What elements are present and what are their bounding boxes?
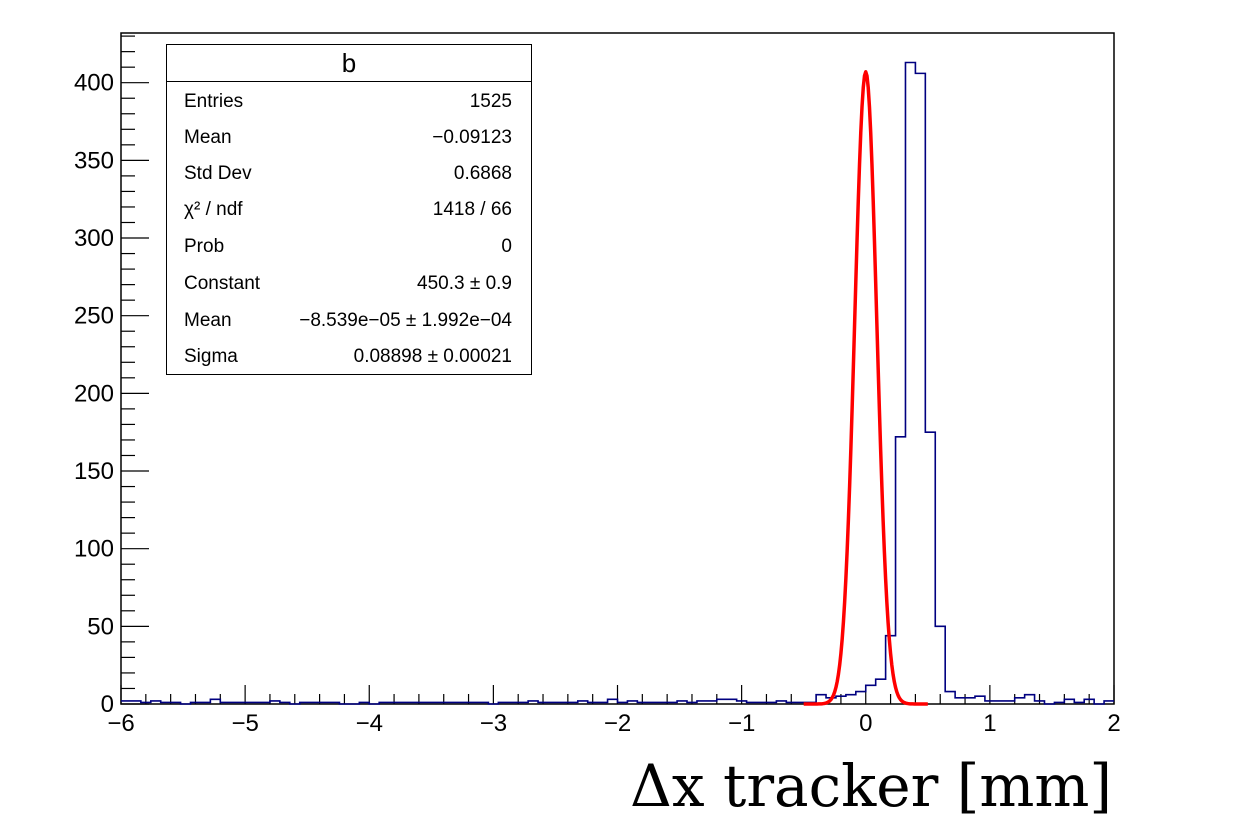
y-tick-label: 400 [74, 70, 114, 97]
stats-row-label: χ² / ndf [184, 199, 243, 220]
stats-box-title: b [167, 45, 531, 82]
stats-row-value: 0.08898 ± 0.00021 [353, 346, 512, 367]
stats-row: Prob 0 [184, 229, 512, 265]
stats-box: b Entries 1525 Mean −0.09123 Std Dev 0.6868 χ²… [166, 44, 532, 375]
stats-row-value: 0.6868 [453, 163, 512, 184]
y-tick-label: 0 [101, 691, 114, 718]
y-tick-labels: 0 50 100 150 200 250 300 350 400 [74, 70, 114, 718]
y-tick-label: 200 [74, 380, 114, 407]
y-tick-label: 350 [74, 147, 114, 174]
stats-row-value: 450.3 ± 0.9 [417, 273, 512, 294]
x-tick-label: −4 [356, 710, 383, 737]
stats-row-label: Constant [184, 273, 261, 294]
y-tick-label: 300 [74, 225, 114, 252]
stats-row: χ² / ndf 1418 / 66 [184, 192, 512, 228]
histogram-series [121, 61, 1114, 705]
x-tick-label: −3 [480, 710, 507, 737]
stats-row: Mean −0.09123 [184, 120, 512, 156]
stats-row: Sigma 0.08898 ± 0.00021 [184, 339, 512, 375]
stats-row-value: 1418 / 66 [432, 199, 512, 220]
stats-row: Std Dev 0.6868 [184, 156, 512, 192]
stats-row-value: 1525 [469, 91, 512, 112]
y-tick-label: 100 [74, 536, 114, 563]
stats-row-label: Sigma [184, 346, 238, 367]
fit-curve-group [803, 70, 929, 706]
y-tick-label: 50 [87, 613, 114, 640]
x-tick-label: 1 [983, 710, 996, 737]
stats-row-label: Mean [184, 310, 232, 331]
x-tick-label: −2 [604, 710, 631, 737]
x-tick-label: −6 [107, 710, 134, 737]
stats-row-label: Entries [184, 91, 244, 112]
stats-row-value: −8.539e−05 ± 1.992e−04 [299, 310, 512, 331]
stats-row-value: −0.09123 [432, 127, 512, 148]
stats-row: Mean −8.539e−05 ± 1.992e−04 [184, 303, 512, 339]
stats-row-value: 0 [501, 236, 512, 257]
stats-row: Entries 1525 [184, 84, 512, 120]
y-tick-label: 250 [74, 303, 114, 330]
stats-row-label: Std Dev [184, 163, 252, 184]
x-tick-label: −5 [231, 710, 258, 737]
x-tick-label: 0 [859, 710, 872, 737]
gaussian-fit-curve [803, 70, 929, 706]
x-axis-title: Δx tracker [mm] [630, 752, 1112, 820]
x-tick-label: 2 [1107, 710, 1120, 737]
stats-row: Constant 450.3 ± 0.9 [184, 266, 512, 302]
histogram-steps [121, 61, 1114, 705]
y-tick-label: 150 [74, 458, 114, 485]
x-tick-labels: −6 −5 −4 −3 −2 −1 0 1 2 [107, 710, 1120, 737]
x-tick-label: −1 [728, 710, 755, 737]
stats-row-label: Mean [184, 127, 232, 148]
stats-row-label: Prob [184, 236, 225, 257]
